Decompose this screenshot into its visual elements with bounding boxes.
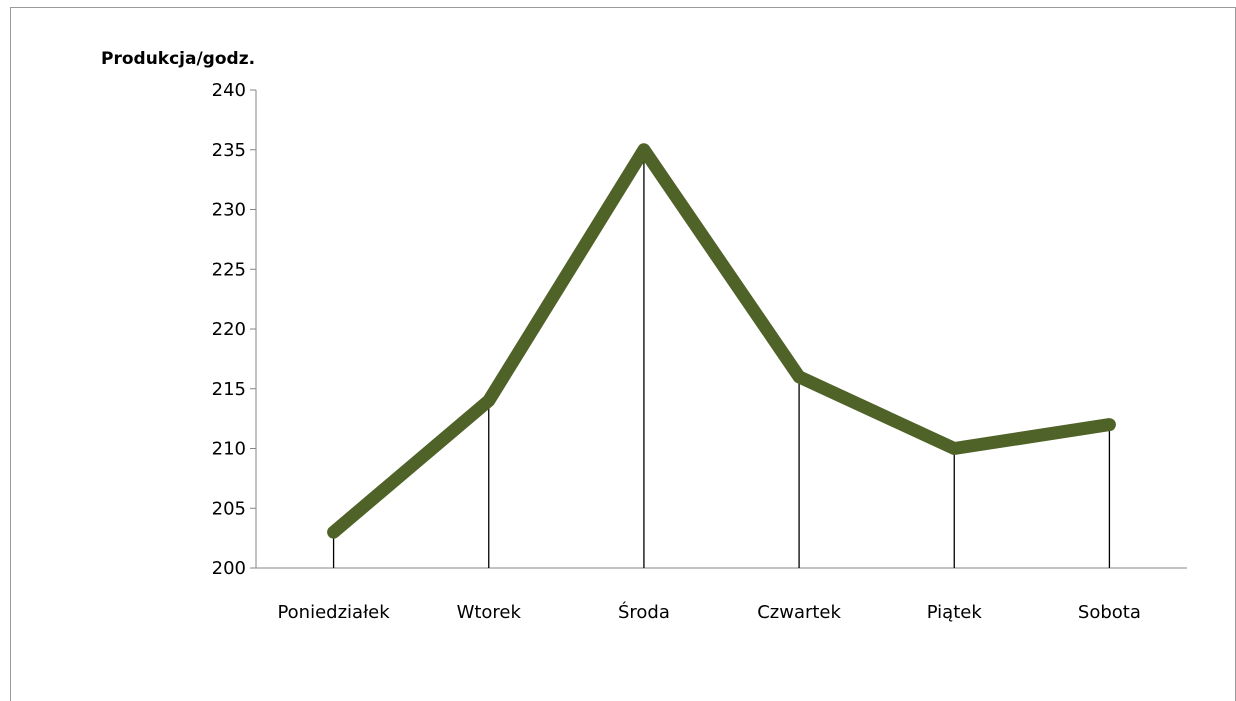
data-point bbox=[953, 447, 956, 450]
y-tick-label: 230 bbox=[212, 200, 246, 221]
y-tick-label: 220 bbox=[212, 319, 246, 340]
data-point bbox=[642, 148, 645, 151]
drop-lines bbox=[332, 149, 1111, 568]
series-lines bbox=[327, 143, 1116, 539]
x-tick-label: Środa bbox=[618, 601, 670, 623]
y-tick-label: 235 bbox=[212, 140, 246, 161]
data-point bbox=[798, 375, 801, 378]
x-tick-label: Poniedziałek bbox=[277, 602, 390, 623]
data-point bbox=[487, 399, 490, 402]
y-tick-label: 210 bbox=[212, 439, 246, 460]
y-tick-label: 215 bbox=[212, 379, 246, 400]
y-tick-label: 225 bbox=[212, 259, 246, 280]
y-tick-label: 200 bbox=[212, 558, 246, 579]
x-tick-label: Czwartek bbox=[757, 602, 841, 623]
data-point bbox=[1108, 423, 1111, 426]
data-point bbox=[332, 531, 335, 534]
x-tick-label: Sobota bbox=[1078, 602, 1141, 623]
y-tick-label: 240 bbox=[212, 80, 246, 101]
x-axis: Poniedziałek Wtorek Środa Czwartek Piątek Sob… bbox=[256, 567, 1187, 623]
y-tick-label: 205 bbox=[212, 498, 246, 519]
y-axis-title: Produkcja/godz. bbox=[101, 49, 255, 69]
x-tick-label: Wtorek bbox=[457, 602, 522, 623]
series-line bbox=[327, 143, 1116, 539]
y-axis: 200 205 210 215 220 225 230 235 240 bbox=[212, 80, 257, 579]
x-tick-label: Piątek bbox=[927, 602, 983, 623]
chart-frame bbox=[10, 7, 1236, 701]
